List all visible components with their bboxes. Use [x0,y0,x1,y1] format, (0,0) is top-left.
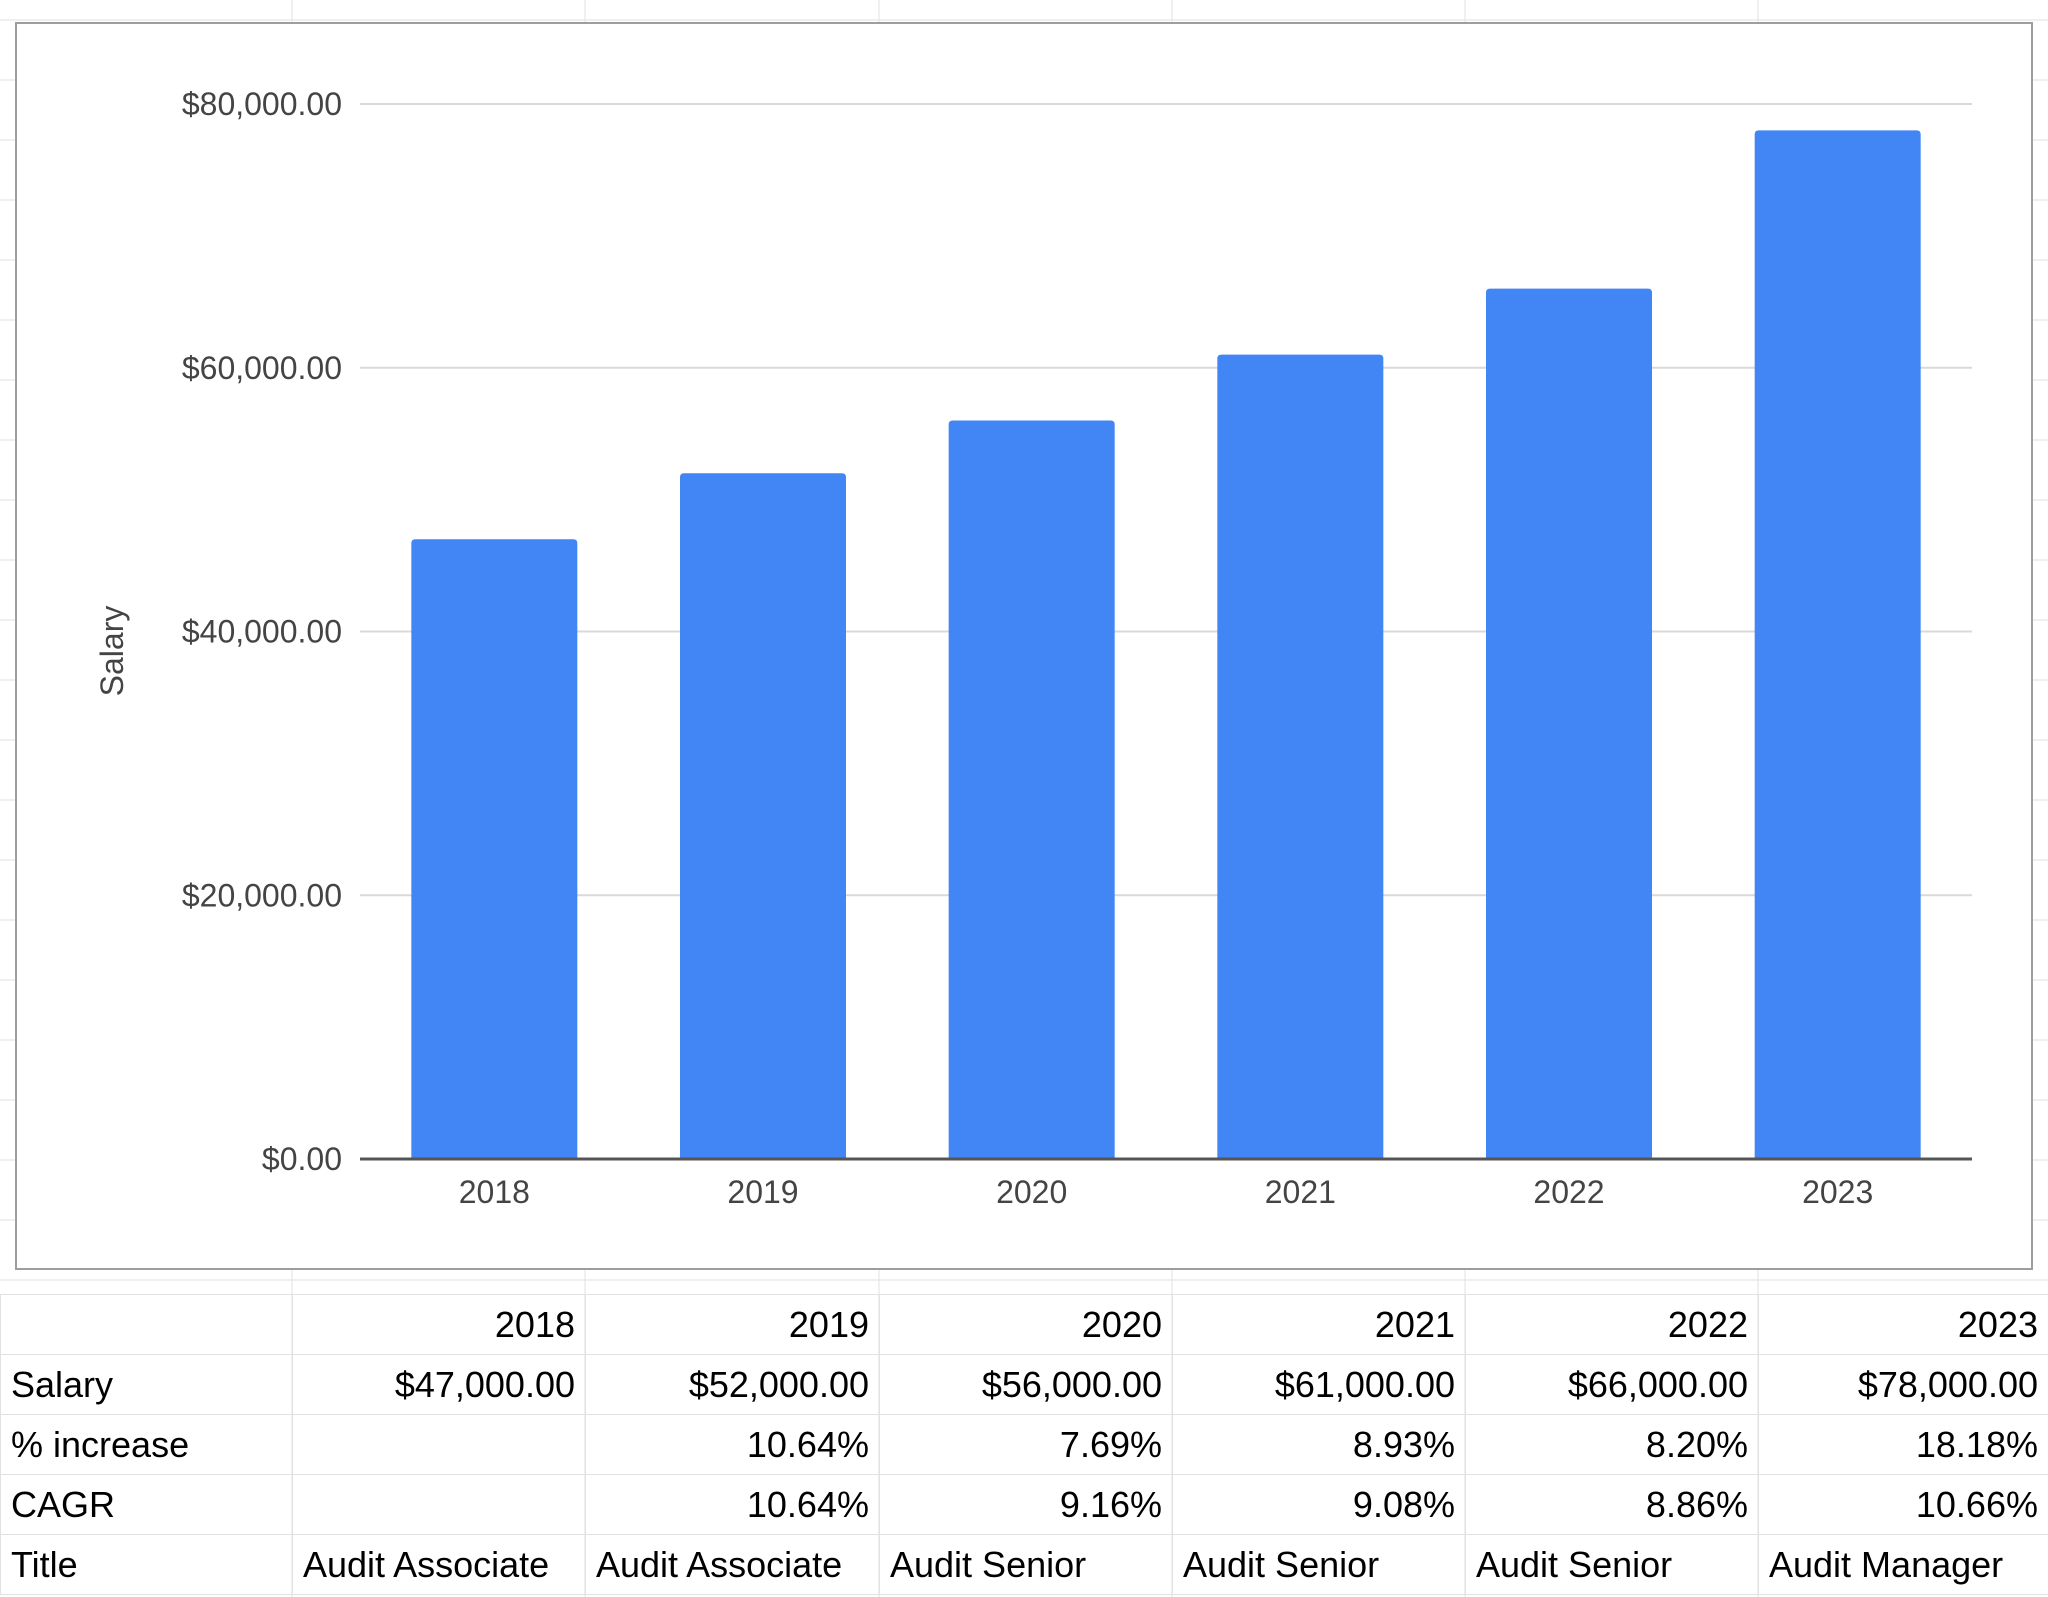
table-cell[interactable]: Audit Senior [1465,1534,1759,1595]
bar-2019[interactable] [680,473,846,1159]
header-cell[interactable]: 2020 [879,1294,1173,1355]
table-cell[interactable]: $47,000.00 [292,1354,586,1415]
header-cell[interactable]: 2019 [585,1294,880,1355]
row-label-cell[interactable]: % increase [0,1414,293,1475]
table-cell[interactable]: 8.86% [1465,1474,1759,1535]
salary-data-table: 2018 2019 2020 2021 2022 2023 Salary $47,000.00… [0,1294,2048,1595]
row-label-cell[interactable]: CAGR [0,1474,293,1535]
table-cell[interactable]: 9.16% [879,1474,1173,1535]
table-cell[interactable]: $66,000.00 [1465,1354,1759,1415]
y-tick-label: $40,000.00 [182,614,342,650]
bar-2023[interactable] [1754,130,1921,1159]
table-cell[interactable]: Audit Senior [1172,1534,1466,1595]
y-axis-title: Salary [94,606,130,697]
embedded-chart[interactable]: $0.00 $20,000.00 $40,000.00 $60,000.00 $80,0… [15,22,2033,1270]
y-tick-label: $80,000.00 [182,86,342,122]
x-tick-label: 2022 [1533,1174,1604,1210]
table-row: Salary $47,000.00 $52,000.00 $56,000.00 $61,… [0,1354,2048,1415]
table-cell[interactable]: 10.64% [585,1474,880,1535]
table-cell[interactable]: 9.08% [1172,1474,1466,1535]
header-cell[interactable]: 2018 [292,1294,586,1355]
bar-2022[interactable] [1486,288,1652,1159]
table-cell[interactable]: 8.93% [1172,1414,1466,1475]
table-cell[interactable] [292,1474,586,1535]
row-label-cell[interactable]: Title [0,1534,293,1595]
y-tick-label: $0.00 [262,1141,342,1177]
x-tick-label: 2021 [1265,1174,1336,1210]
table-cell[interactable]: 7.69% [879,1414,1173,1475]
table-cell[interactable]: $52,000.00 [585,1354,880,1415]
x-tick-label: 2020 [996,1174,1067,1210]
x-tick-label: 2023 [1802,1174,1873,1210]
table-cell[interactable]: Audit Associate [585,1534,880,1595]
table-cell[interactable]: 18.18% [1758,1414,2048,1475]
table-row: % increase 10.64% 7.69% 8.93% 8.20% 18.18% [0,1414,2048,1475]
y-tick-label: $60,000.00 [182,350,342,386]
x-tick-label: 2018 [459,1174,530,1210]
table-cell[interactable] [292,1414,586,1475]
bar-2018[interactable] [411,539,578,1159]
y-tick-label: $20,000.00 [182,877,342,913]
bar-2021[interactable] [1217,354,1384,1159]
table-cell[interactable]: $56,000.00 [879,1354,1173,1415]
table-row: CAGR 10.64% 9.16% 9.08% 8.86% 10.66% [0,1474,2048,1535]
table-row: Title Audit Associate Audit Associate Audit… [0,1534,2048,1595]
header-cell[interactable]: 2022 [1465,1294,1759,1355]
table-cell[interactable]: 10.66% [1758,1474,2048,1535]
x-tick-label: 2019 [727,1174,798,1210]
bar-chart-canvas: $0.00 $20,000.00 $40,000.00 $60,000.00 $80,0… [94,86,1972,1210]
header-cell[interactable] [0,1294,293,1355]
table-cell[interactable]: $61,000.00 [1172,1354,1466,1415]
table-cell[interactable]: Audit Manager [1758,1534,2048,1595]
table-header-row: 2018 2019 2020 2021 2022 2023 [0,1294,2048,1355]
table-cell[interactable]: Audit Associate [292,1534,586,1595]
row-label-cell[interactable]: Salary [0,1354,293,1415]
header-cell[interactable]: 2023 [1758,1294,2048,1355]
table-cell[interactable]: Audit Senior [879,1534,1173,1595]
table-cell[interactable]: $78,000.00 [1758,1354,2048,1415]
bar-2020[interactable] [948,420,1115,1160]
table-cell[interactable]: 10.64% [585,1414,880,1475]
header-cell[interactable]: 2021 [1172,1294,1466,1355]
table-cell[interactable]: 8.20% [1465,1414,1759,1475]
